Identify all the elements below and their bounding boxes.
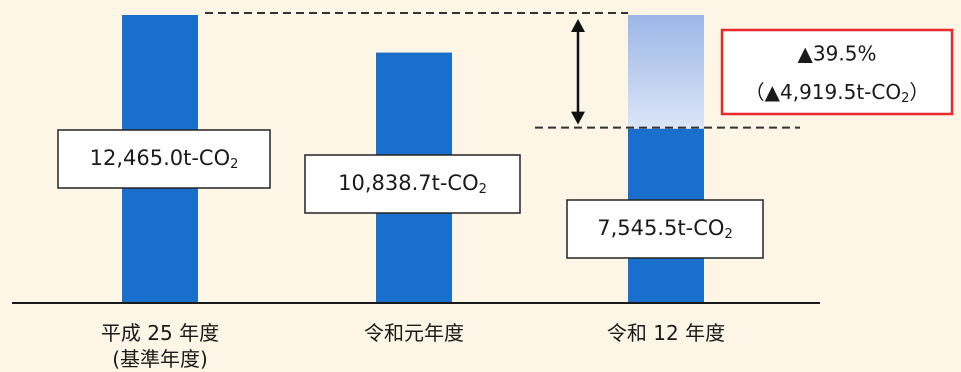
reduction-percent-label: ▲39.5% bbox=[798, 42, 877, 66]
category-label-r1: 令和元年度 bbox=[364, 321, 464, 345]
svg-text:12,465.0t-CO2: 12,465.0t-CO2 bbox=[90, 146, 239, 172]
svg-text:7,545.5t-CO2: 7,545.5t-CO2 bbox=[597, 216, 732, 242]
value-label-r1: 10,838.7t-CO2 bbox=[304, 154, 521, 214]
value-label-h25: 12,465.0t-CO2 bbox=[57, 129, 271, 189]
svg-text:10,838.7t-CO2: 10,838.7t-CO2 bbox=[338, 171, 487, 197]
category-label-h25: 平成 25 年度 bbox=[101, 321, 219, 345]
reduction-callout: ▲39.5% （▲4,919.5t-CO2） bbox=[720, 28, 954, 116]
reduction-double-arrow bbox=[571, 19, 585, 125]
reduction-amount-label: （▲4,919.5t-CO2） bbox=[745, 80, 930, 106]
reduction-segment bbox=[628, 15, 704, 129]
category-label-r12: 令和 12 年度 bbox=[607, 321, 725, 345]
category-sublabel-h25: (基準年度) bbox=[112, 347, 208, 371]
value-label-r12: 7,545.5t-CO2 bbox=[566, 199, 764, 259]
